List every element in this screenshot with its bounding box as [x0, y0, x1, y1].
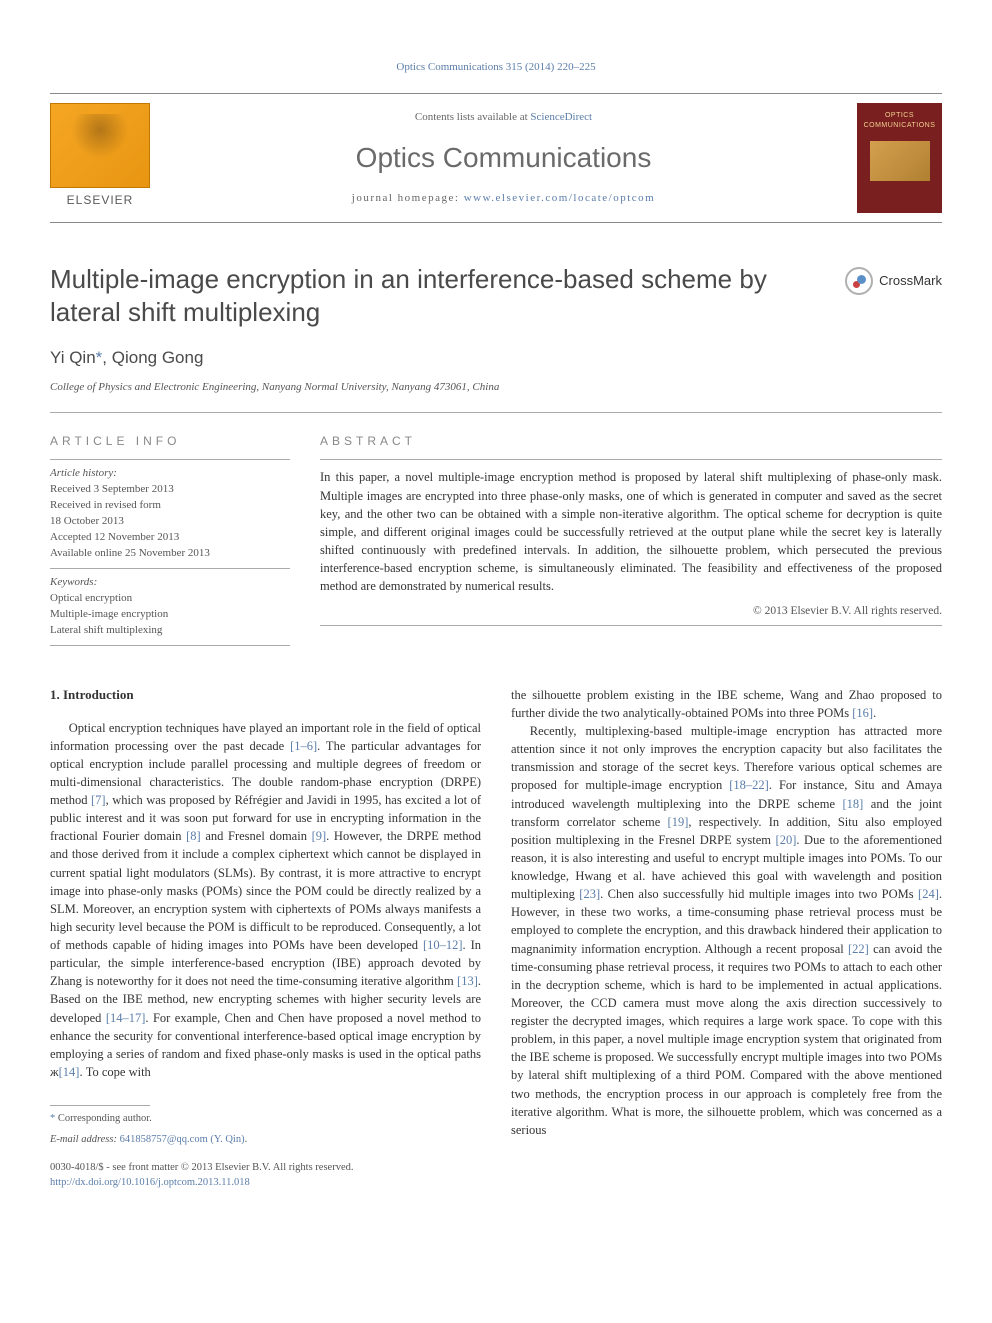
citation-link[interactable]: [7]: [91, 793, 106, 807]
citation-link[interactable]: [8]: [186, 829, 201, 843]
cover-title-line2: COMMUNICATIONS: [864, 121, 936, 131]
citation-link[interactable]: [19]: [668, 815, 689, 829]
issn-text: 0030-4018/$ - see front matter © 2013 El…: [50, 1162, 353, 1173]
contents-list-line: Contents lists available at ScienceDirec…: [150, 110, 857, 125]
intro-paragraph-2: Recently, multiplexing-based multiple-im…: [511, 722, 942, 1139]
issn-footnote: 0030-4018/$ - see front matter © 2013 El…: [50, 1161, 481, 1190]
article-info-header: ARTICLE INFO: [50, 433, 290, 450]
corresponding-footnote: * Corresponding author.: [50, 1112, 481, 1127]
article-title-row: Multiple-image encryption in an interfer…: [50, 263, 942, 328]
history-label: Article history:: [50, 466, 290, 482]
body-text: .: [873, 706, 876, 720]
citation-link[interactable]: [14]: [59, 1065, 80, 1079]
citation-link[interactable]: [23]: [579, 887, 600, 901]
affiliation: College of Physics and Electronic Engine…: [50, 380, 942, 395]
citation-link[interactable]: [13]: [457, 974, 478, 988]
journal-cover-thumbnail: OPTICS COMMUNICATIONS: [857, 103, 942, 213]
article-history-block: Article history: Received 3 September 20…: [50, 459, 290, 569]
corresponding-text: Corresponding author.: [58, 1113, 152, 1124]
info-abstract-row: ARTICLE INFO Article history: Received 3…: [50, 433, 942, 646]
author-2: , Qiong Gong: [102, 348, 203, 367]
abstract-column: ABSTRACT In this paper, a novel multiple…: [320, 433, 942, 646]
crossmark-icon: [845, 267, 873, 295]
divider: [320, 625, 942, 626]
contents-prefix: Contents lists available at: [415, 111, 530, 123]
citation-link[interactable]: [14–17]: [106, 1011, 146, 1025]
keyword: Lateral shift multiplexing: [50, 623, 290, 639]
email-footnote: E-mail address: 641858757@qq.com (Y. Qin…: [50, 1133, 481, 1148]
footnote-star: *: [50, 1113, 55, 1124]
homepage-line: journal homepage: www.elsevier.com/locat…: [150, 191, 857, 206]
citation-link[interactable]: [16]: [852, 706, 873, 720]
citation-link[interactable]: [9]: [312, 829, 327, 843]
author-1: Yi Qin: [50, 348, 96, 367]
body-text: . To cope with: [79, 1065, 150, 1079]
journal-reference-link[interactable]: Optics Communications 315 (2014) 220–225: [396, 61, 595, 73]
body-text: the silhouette problem existing in the I…: [511, 688, 942, 720]
history-line: Available online 25 November 2013: [50, 546, 290, 562]
intro-paragraph-1-cont: the silhouette problem existing in the I…: [511, 686, 942, 722]
citation-link[interactable]: [22]: [848, 942, 869, 956]
body-text: . However, the DRPE method and those der…: [50, 829, 481, 952]
crossmark-label: CrossMark: [879, 272, 942, 290]
body-column-left: 1. Introduction Optical encryption techn…: [50, 686, 481, 1191]
sciencedirect-link[interactable]: ScienceDirect: [530, 111, 592, 123]
abstract-text: In this paper, a novel multiple-image en…: [320, 468, 942, 595]
keyword: Multiple-image encryption: [50, 607, 290, 623]
crossmark-badge[interactable]: CrossMark: [845, 267, 942, 295]
footnote-divider: [50, 1105, 150, 1106]
citation-link[interactable]: [18–22]: [729, 778, 769, 792]
body-column-right: the silhouette problem existing in the I…: [511, 686, 942, 1191]
email-label: E-mail address:: [50, 1134, 120, 1145]
article-title: Multiple-image encryption in an interfer…: [50, 263, 825, 328]
keywords-block: Keywords: Optical encryption Multiple-im…: [50, 569, 290, 646]
citation-link[interactable]: [20]: [776, 833, 797, 847]
journal-reference: Optics Communications 315 (2014) 220–225: [50, 60, 942, 75]
article-info-column: ARTICLE INFO Article history: Received 3…: [50, 433, 290, 646]
elsevier-logo: ELSEVIER: [50, 103, 150, 213]
doi-link[interactable]: http://dx.doi.org/10.1016/j.optcom.2013.…: [50, 1177, 250, 1188]
homepage-prefix: journal homepage:: [352, 192, 464, 204]
body-text: can avoid the time-consuming phase retri…: [511, 942, 942, 1137]
divider: [50, 412, 942, 413]
body-columns: 1. Introduction Optical encryption techn…: [50, 686, 942, 1191]
body-text: . Chen also successfully hid multiple im…: [600, 887, 918, 901]
body-text: and Fresnel domain: [201, 829, 312, 843]
cover-image-placeholder: [870, 141, 930, 181]
citation-link[interactable]: [10–12]: [423, 938, 463, 952]
keyword: Optical encryption: [50, 591, 290, 607]
intro-paragraph-1: Optical encryption techniques have playe…: [50, 719, 481, 1082]
divider: [320, 459, 942, 460]
footnote-period: .: [245, 1134, 248, 1145]
journal-header: ELSEVIER Contents lists available at Sci…: [50, 93, 942, 223]
history-line: Received in revised form: [50, 498, 290, 514]
authors-line: Yi Qin*, Qiong Gong: [50, 346, 942, 370]
history-line: 18 October 2013: [50, 514, 290, 530]
email-link[interactable]: 641858757@qq.com (Y. Qin): [120, 1134, 245, 1145]
citation-link[interactable]: [1–6]: [290, 739, 317, 753]
header-center: Contents lists available at ScienceDirec…: [150, 110, 857, 206]
history-line: Received 3 September 2013: [50, 482, 290, 498]
elsevier-tree-icon: [50, 103, 150, 188]
journal-title: Optics Communications: [150, 138, 857, 177]
homepage-link[interactable]: www.elsevier.com/locate/optcom: [464, 192, 656, 204]
abstract-header: ABSTRACT: [320, 433, 942, 450]
citation-link[interactable]: [24]: [918, 887, 939, 901]
cover-title-line1: OPTICS: [885, 111, 914, 121]
elsevier-wordmark: ELSEVIER: [50, 192, 150, 209]
citation-link[interactable]: [18]: [842, 797, 863, 811]
section-1-heading: 1. Introduction: [50, 686, 481, 705]
keywords-label: Keywords:: [50, 575, 290, 591]
history-line: Accepted 12 November 2013: [50, 530, 290, 546]
abstract-copyright: © 2013 Elsevier B.V. All rights reserved…: [320, 603, 942, 619]
